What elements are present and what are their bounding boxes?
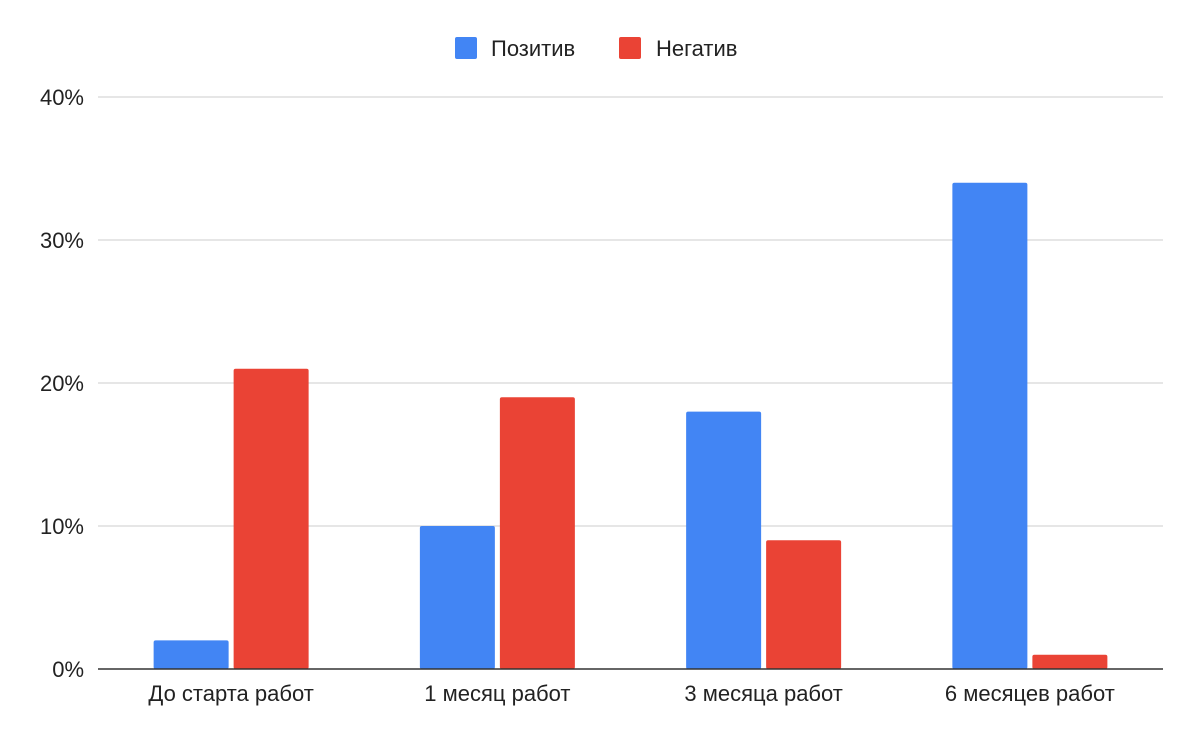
bar-positive: [952, 182, 1028, 670]
bar-negative: [233, 368, 309, 669]
legend-label-negative: Негатив: [656, 36, 737, 61]
y-tick-label: 30%: [40, 228, 84, 253]
bar-negative: [1032, 654, 1108, 669]
bar-negative: [766, 540, 842, 669]
y-tick-label: 20%: [40, 371, 84, 396]
bar-positive: [686, 411, 762, 669]
bars: [153, 182, 1108, 670]
y-tick-label: 10%: [40, 514, 84, 539]
bar-negative: [499, 397, 575, 669]
x-tick-label: 3 месяца работ: [684, 681, 842, 706]
x-axis-ticks: До старта работ 1 месяц работ 3 месяца раб…: [148, 681, 1114, 706]
legend-swatch-negative: [619, 37, 641, 59]
x-tick-label: До старта работ: [148, 681, 313, 706]
bar-positive: [153, 640, 229, 669]
legend: Позитив Негатив: [455, 36, 737, 61]
legend-swatch-positive: [455, 37, 477, 59]
bar-positive: [419, 526, 495, 669]
x-tick-label: 6 месяцев работ: [945, 681, 1115, 706]
y-tick-label: 40%: [40, 85, 84, 110]
y-tick-label: 0%: [52, 657, 84, 682]
legend-label-positive: Позитив: [491, 36, 575, 61]
y-axis-ticks: 0% 10% 20% 30% 40%: [40, 85, 84, 682]
x-tick-label: 1 месяц работ: [424, 681, 570, 706]
